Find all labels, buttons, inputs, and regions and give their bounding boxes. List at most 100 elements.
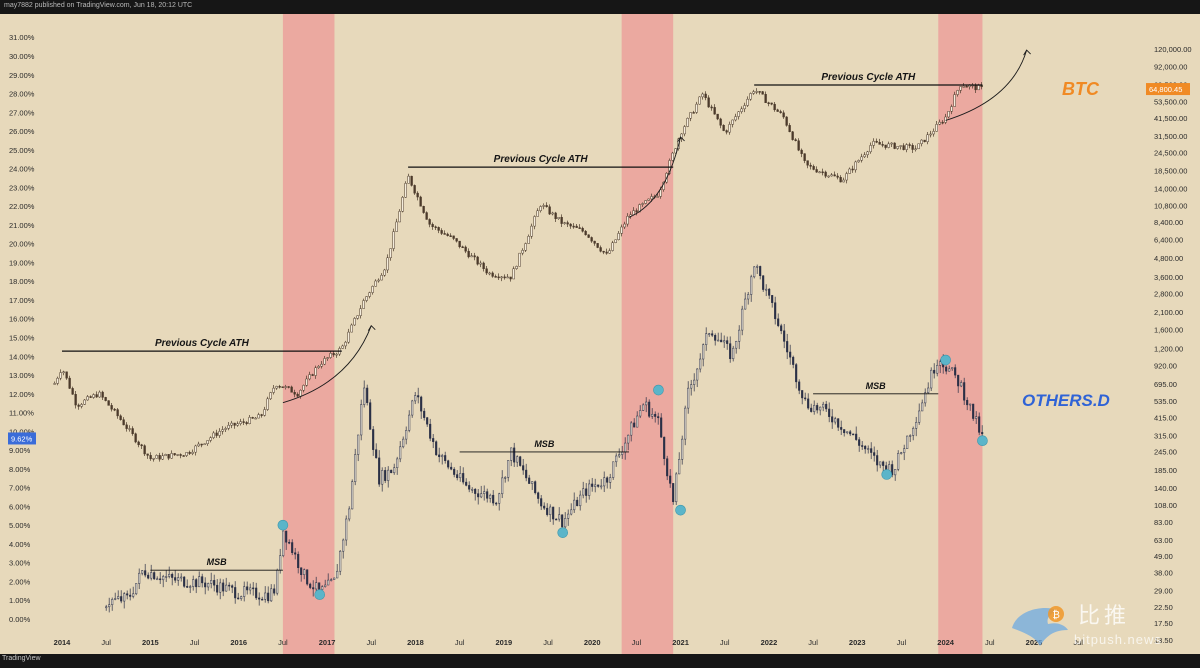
btc-candle [383, 269, 386, 276]
left-tick-label: 17.00% [9, 296, 35, 305]
others-candle [489, 494, 492, 499]
btc-candle [584, 230, 587, 236]
others-candle [309, 583, 312, 588]
others-candle [231, 585, 234, 588]
others-candle [906, 435, 909, 449]
btc-candle [818, 171, 821, 174]
others-candle [129, 594, 132, 597]
others-candle [960, 382, 963, 387]
right-tick-label: 245.00 [1154, 448, 1177, 457]
others-candle [327, 579, 330, 586]
btc-candle [728, 124, 731, 133]
others-candle [771, 295, 774, 303]
btc-candle [908, 144, 911, 146]
others-candle [792, 356, 795, 365]
x-tick-label: 2018 [407, 638, 424, 647]
others-candle [177, 577, 180, 581]
btc-candle [410, 175, 413, 186]
btc-candle [356, 315, 359, 319]
btc-candle [716, 113, 719, 120]
right-tick-label: 1,200.00 [1154, 344, 1183, 353]
others-candle [696, 368, 699, 381]
x-tick-label: Jul [985, 638, 995, 647]
btc-candle [965, 86, 968, 88]
left-tick-label: 8.00% [9, 465, 31, 474]
right-tick-label: 920.00 [1154, 362, 1177, 371]
others-candle [624, 442, 627, 453]
btc-candle [749, 93, 752, 100]
tradingview-brand[interactable]: TradingView [2, 655, 41, 662]
btc-candle [956, 90, 959, 95]
btc-candle [857, 160, 860, 163]
btc-candle [848, 168, 851, 174]
btc-candle [182, 455, 185, 457]
btc-candle [266, 398, 269, 410]
others-candle [909, 435, 912, 437]
others-candle [462, 473, 465, 483]
btc-candle [503, 276, 506, 279]
left-tick-label: 27.00% [9, 108, 35, 117]
btc-candle [530, 225, 533, 237]
btc-candle [926, 134, 929, 143]
btc-candle [914, 148, 917, 151]
others-candle [447, 460, 450, 468]
btc-candle [737, 111, 740, 117]
btc-candle [131, 428, 134, 435]
btc-candle [473, 255, 476, 258]
msb-label: MSB [207, 557, 228, 567]
breakout-arc [282, 325, 372, 404]
btc-candle [692, 112, 695, 114]
btc-candle [395, 221, 398, 232]
left-tick-label: 18.00% [9, 277, 35, 286]
others-candle [117, 596, 120, 599]
others-candle [156, 578, 159, 581]
btc-candle [62, 371, 65, 374]
others-candle [876, 455, 879, 466]
others-candle [267, 592, 270, 602]
others-candle [147, 574, 150, 579]
halving-band-3 [938, 14, 983, 654]
btc-candle [317, 366, 320, 368]
btc-candle [719, 118, 722, 126]
msb-label: MSB [534, 439, 555, 449]
others-candle [891, 464, 894, 476]
others-candle [597, 484, 600, 487]
x-tick-label: Jul [543, 638, 553, 647]
right-tick-label: 1,600.00 [1154, 326, 1183, 335]
others-candle [939, 361, 942, 366]
others-candle [645, 401, 648, 406]
btc-candle [761, 91, 764, 95]
btc-candle [80, 404, 83, 407]
btc-candle [776, 109, 779, 112]
others-candle [612, 461, 615, 478]
btc-candle [476, 256, 479, 265]
btc-candle [587, 234, 590, 238]
others-candle [564, 518, 567, 528]
right-tick-label: 2,800.00 [1154, 289, 1183, 298]
right-tick-label: 120,000.00 [1154, 45, 1192, 54]
btc-candle [866, 151, 869, 156]
left-tick-label: 24.00% [9, 165, 35, 174]
btc-candle [341, 345, 344, 349]
others-candle [432, 438, 435, 442]
x-tick-label: Jul [101, 638, 111, 647]
others-candle [864, 445, 867, 450]
others-candle [333, 577, 336, 580]
others-candle [963, 382, 966, 401]
btc-candle [149, 455, 152, 460]
others-candle [342, 539, 345, 552]
right-tick-label: 41,500.00 [1154, 114, 1187, 123]
others-candle [606, 477, 609, 483]
btc-candle [329, 353, 332, 358]
others-candle [360, 404, 363, 436]
right-tick-label: 2,100.00 [1154, 308, 1183, 317]
others-candle [576, 499, 579, 507]
btc-candle [833, 174, 836, 177]
others-candle [552, 506, 555, 520]
others-candle [894, 469, 897, 476]
others-candle [150, 572, 153, 579]
others-candle [180, 576, 183, 579]
others-candle [261, 598, 264, 601]
btc-candle [239, 421, 242, 424]
others-candle [198, 576, 201, 588]
